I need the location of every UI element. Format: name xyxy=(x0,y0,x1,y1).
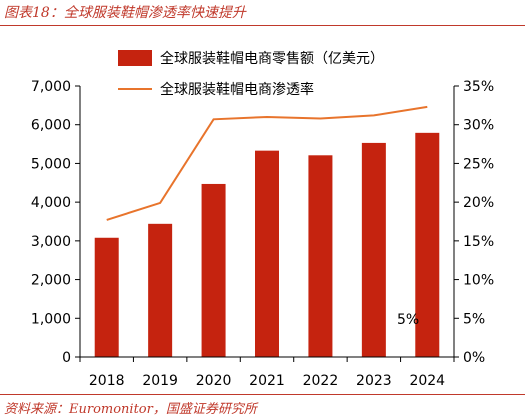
annotation-label: 5% xyxy=(397,312,419,328)
x-tick-label: 2023 xyxy=(356,373,392,389)
y-right-tick-label: 35% xyxy=(463,79,494,95)
bar-2020 xyxy=(201,183,226,357)
bar-2021 xyxy=(255,150,279,357)
y-right-tick-label: 5% xyxy=(463,311,485,327)
legend-label-bar: 全球服装鞋帽电商零售额（亿美元） xyxy=(160,50,384,67)
x-tick-label: 2019 xyxy=(142,373,178,389)
y-left-tick-label: 6,000 xyxy=(31,118,71,134)
y-left-tick-label: 0 xyxy=(62,350,71,366)
x-tick-label: 2022 xyxy=(303,373,339,389)
y-left-tick-label: 5,000 xyxy=(31,156,71,172)
x-tick-label: 2024 xyxy=(409,373,445,389)
y-right-tick-label: 15% xyxy=(463,234,494,250)
y-left-tick-label: 1,000 xyxy=(31,311,71,327)
y-right-tick-label: 10% xyxy=(463,273,494,289)
figure-title: 图表18：全球服装鞋帽渗透率快速提升 xyxy=(4,5,246,21)
y-right-tick-label: 20% xyxy=(463,195,494,211)
x-tick-label: 2018 xyxy=(89,373,125,389)
bar-2024 xyxy=(415,132,440,357)
y-left-tick-label: 7,000 xyxy=(31,79,71,95)
y-right-tick-label: 25% xyxy=(463,156,494,172)
penetration-line xyxy=(106,105,428,221)
y-right-tick-label: 30% xyxy=(463,118,494,134)
x-tick-label: 2021 xyxy=(249,373,285,389)
legend-label-line: 全球服装鞋帽电商渗透率 xyxy=(160,81,314,98)
bar-2022 xyxy=(308,155,333,357)
x-tick-label: 2020 xyxy=(196,373,232,389)
y-right-tick-label: 0% xyxy=(463,350,485,366)
title-divider xyxy=(0,25,525,26)
source-note: 资料来源：Euromonitor，国盛证券研究所 xyxy=(4,402,257,417)
bar-2019 xyxy=(148,223,173,357)
bar-2023 xyxy=(361,142,386,357)
legend-swatch-bar xyxy=(118,50,152,66)
source-divider xyxy=(0,394,525,395)
y-left-tick-label: 2,000 xyxy=(31,273,71,289)
y-left-tick-label: 3,000 xyxy=(31,234,71,250)
y-left-tick-label: 4,000 xyxy=(31,195,71,211)
bar-2018 xyxy=(94,237,119,357)
